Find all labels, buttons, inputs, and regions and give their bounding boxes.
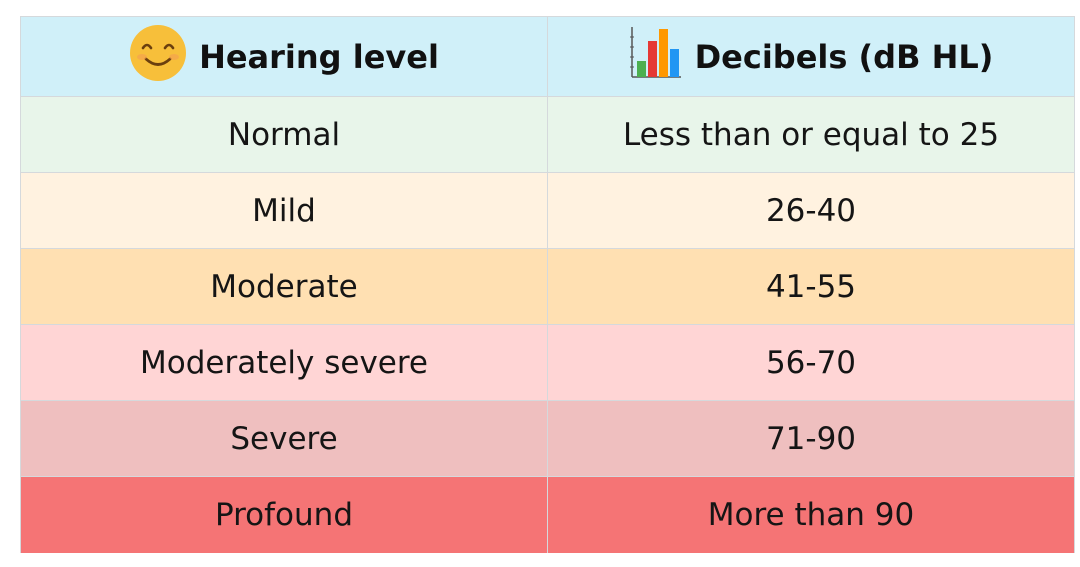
decibels-cell: 41-55 [765,268,857,305]
hearing-level-cell: Normal [21,97,548,172]
hearing-level-cell: Mild [21,173,548,248]
header-hearing-level-label: Hearing level [199,37,439,76]
header-hearing-level: Hearing level [21,17,548,96]
hearing-level-cell: Moderate [21,249,548,324]
decibels-cell: 56-70 [765,344,857,381]
bar-chart-icon [629,25,683,89]
header-decibels-label: Decibels (dB HL) [694,37,994,76]
decibels-cell: 26-40 [765,192,857,229]
hearing-level-cell: Moderately severe [21,325,548,400]
table-row: Severe 71-90 [21,401,1074,477]
decibels-cell: Less than or equal to 25 [622,116,1000,153]
table-row: Profound More than 90 [21,477,1074,553]
table-row: Moderate 41-55 [21,249,1074,325]
decibels-cell: More than 90 [707,497,915,533]
table-row: Moderately severe 56-70 [21,325,1074,401]
table-row: Mild 26-40 [21,173,1074,249]
hearing-level-cell: Severe [21,401,548,476]
table-header-row: Hearing level Decibels (dB HL) [21,17,1074,97]
smiling-face-icon [129,24,187,90]
decibels-cell: 71-90 [765,420,857,457]
table-row: Normal Less than or equal to 25 [21,97,1074,173]
hearing-level-table: Hearing level Decibels (dB HL) [20,16,1075,553]
header-decibels: Decibels (dB HL) [548,17,1074,96]
hearing-level-cell: Profound [21,477,548,553]
